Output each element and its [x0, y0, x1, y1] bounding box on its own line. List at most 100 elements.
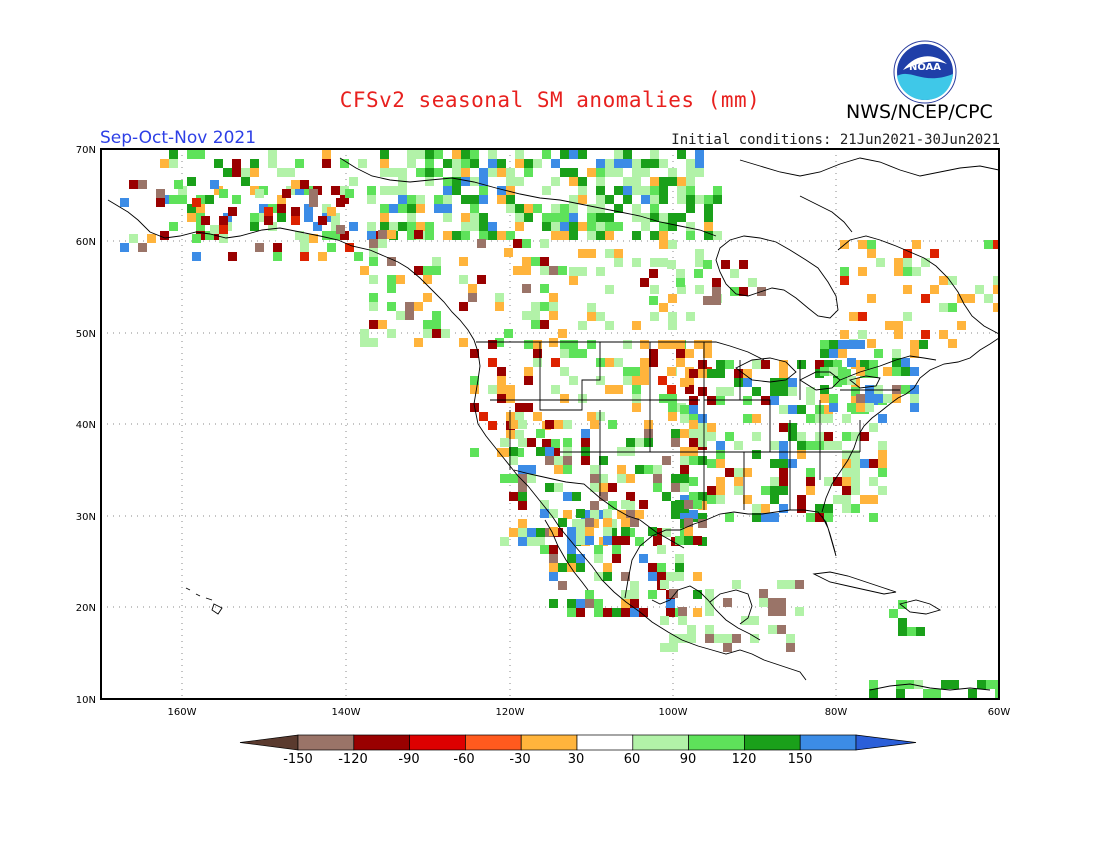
anomaly-cell	[549, 554, 558, 563]
anomaly-cell	[551, 439, 560, 448]
anomaly-cell	[779, 486, 788, 495]
anomaly-cell	[569, 150, 578, 159]
anomaly-cell	[578, 349, 587, 358]
anomaly-cell	[693, 536, 702, 545]
anomaly-cell	[536, 528, 545, 537]
anomaly-cell	[716, 360, 725, 369]
anomaly-cell	[129, 234, 138, 243]
anomaly-cell	[470, 448, 479, 457]
anomaly-cell	[626, 510, 635, 519]
anomaly-cell	[621, 518, 630, 527]
anomaly-cell	[707, 432, 716, 441]
anomaly-cell	[524, 340, 533, 349]
anomaly-cell	[842, 459, 851, 468]
anomaly-cell	[576, 563, 585, 572]
anomaly-cell	[686, 231, 695, 240]
anomaly-cell	[759, 598, 768, 607]
anomaly-cell	[894, 258, 903, 267]
anomaly-cell	[367, 222, 376, 231]
anomaly-cell	[630, 599, 639, 608]
anomaly-cell	[716, 459, 725, 468]
anomaly-cell	[192, 198, 201, 207]
anomaly-cell	[847, 376, 856, 385]
anomaly-cell	[587, 249, 596, 258]
anomaly-cell	[641, 186, 650, 195]
anomaly-cell	[612, 536, 621, 545]
anomaly-cell	[770, 441, 779, 450]
anomaly-cell	[675, 554, 684, 563]
anomaly-cell	[723, 634, 732, 643]
anomaly-cell	[621, 608, 630, 617]
anomaly-cell	[196, 222, 205, 231]
anomaly-cell	[578, 249, 587, 258]
anomaly-cell	[542, 213, 551, 222]
anomaly-cell	[986, 680, 995, 689]
anomaly-cell	[930, 285, 939, 294]
anomaly-cell	[919, 340, 928, 349]
anomaly-cell	[522, 257, 531, 266]
anomaly-cell	[291, 216, 300, 225]
initial-conditions-label: Initial conditions: 21Jun2021-30Jun2021	[671, 132, 1000, 148]
anomaly-cell	[867, 339, 876, 348]
anomaly-cell	[752, 432, 761, 441]
anomaly-cell	[676, 278, 685, 287]
anomaly-cell	[685, 376, 694, 385]
anomaly-cell	[291, 207, 300, 216]
anomaly-cell	[277, 195, 286, 204]
anomaly-cell	[635, 510, 644, 519]
anomaly-cell	[626, 501, 635, 510]
anomaly-cell	[820, 385, 829, 394]
anomaly-cell	[671, 438, 680, 447]
anomaly-cell	[605, 249, 614, 258]
anomaly-cell	[695, 150, 704, 159]
anomaly-cell	[617, 474, 626, 483]
anomaly-cell	[524, 403, 533, 412]
anomaly-cell	[898, 600, 907, 609]
anomaly-cell	[948, 339, 957, 348]
anomaly-cell	[894, 330, 903, 339]
anomaly-cell	[632, 376, 641, 385]
anomaly-cell	[497, 367, 506, 376]
anomaly-cell	[903, 267, 912, 276]
anomaly-cell	[495, 338, 504, 347]
anomaly-cell	[470, 204, 479, 213]
anomaly-cell	[860, 459, 869, 468]
anomaly-cell	[867, 294, 876, 303]
anomaly-cell	[833, 477, 842, 486]
anomaly-cell	[554, 528, 563, 537]
anomaly-cell	[232, 168, 241, 177]
anomaly-cell	[626, 474, 635, 483]
anomaly-cell	[156, 198, 165, 207]
anomaly-cell	[916, 627, 925, 636]
anomaly-cell	[587, 213, 596, 222]
anomaly-cell	[693, 608, 702, 617]
anomaly-cell	[632, 213, 641, 222]
anomaly-cell	[201, 216, 210, 225]
anomaly-cell	[687, 634, 696, 643]
anomaly-cell	[806, 513, 815, 522]
anomaly-cell	[488, 231, 497, 240]
anomaly-cell	[779, 468, 788, 477]
anomaly-cell	[901, 385, 910, 394]
anomaly-cell	[668, 168, 677, 177]
anomaly-cell	[506, 394, 515, 403]
anomaly-cell	[443, 195, 452, 204]
anomaly-cell	[603, 536, 612, 545]
anomaly-cell	[676, 269, 685, 278]
anomaly-cell	[587, 231, 596, 240]
anomaly-cell	[703, 260, 712, 269]
anomaly-cell	[657, 572, 666, 581]
anomaly-cell	[576, 554, 585, 563]
anomaly-cell	[387, 275, 396, 284]
anomaly-cell	[369, 248, 378, 257]
anomaly-cell	[677, 213, 686, 222]
anomaly-cell	[704, 231, 713, 240]
anomaly-cell	[686, 222, 695, 231]
anomaly-cell	[488, 340, 497, 349]
anomaly-cell	[705, 625, 714, 634]
anomaly-cell	[277, 168, 286, 177]
anomaly-cell	[704, 222, 713, 231]
anomaly-cell	[264, 216, 273, 225]
anomaly-cell	[695, 258, 704, 267]
anomaly-cell	[551, 204, 560, 213]
